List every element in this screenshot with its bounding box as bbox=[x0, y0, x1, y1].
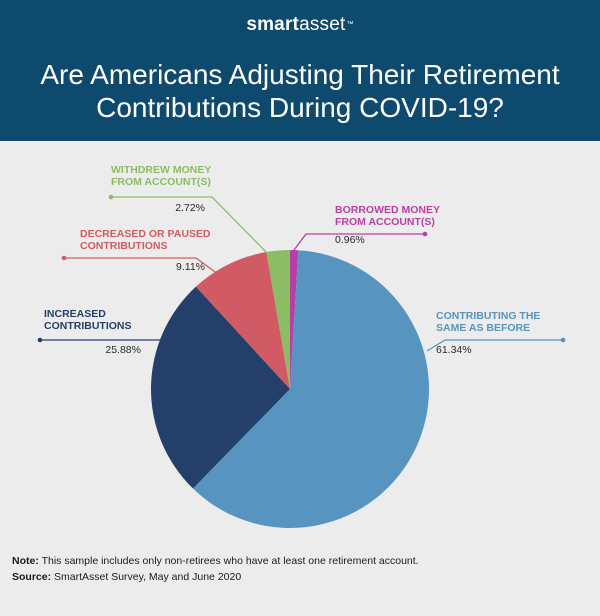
brand-logo-trademark: ™ bbox=[346, 21, 354, 28]
value-label-decreased: 9.11% bbox=[176, 261, 205, 273]
pie-slice-borrowed bbox=[290, 250, 299, 389]
label-same-line-1: CONTRIBUTING THE bbox=[436, 310, 540, 322]
leader-dot-borrowed bbox=[422, 231, 428, 237]
title-line-2: Contributions During COVID-19? bbox=[96, 92, 504, 123]
pie-slice-increased bbox=[151, 286, 290, 489]
leader-dot-withdrew bbox=[108, 194, 114, 200]
value-label-same: 61.34% bbox=[436, 344, 472, 356]
note-text: This sample includes only non-retirees w… bbox=[38, 555, 419, 567]
pie-slice-withdrew bbox=[266, 250, 290, 389]
leader-dot-decreased bbox=[61, 255, 67, 261]
leader-line-same bbox=[426, 339, 563, 352]
label-borrowed-line-2: FROM ACCOUNT(S) bbox=[335, 216, 435, 228]
value-label-withdrew: 2.72% bbox=[175, 202, 205, 214]
header-banner: smartasset™ Are Americans Adjusting Thei… bbox=[0, 0, 600, 141]
leader-line-increased bbox=[40, 339, 188, 347]
label-withdrew-line-1: WITHDREW MONEY bbox=[111, 164, 211, 176]
brand-logo-light: asset bbox=[299, 14, 346, 35]
title-line-1: Are Americans Adjusting Their Retirement bbox=[40, 59, 560, 90]
brand-logo-bold: smart bbox=[246, 14, 300, 35]
leader-line-withdrew bbox=[111, 196, 270, 256]
label-withdrew-line-2: FROM ACCOUNT(S) bbox=[111, 176, 211, 188]
pie-slice-same bbox=[192, 250, 429, 528]
label-decreased-line-1: DECREASED OR PAUSED bbox=[80, 228, 211, 240]
label-same-line-2: SAME AS BEFORE bbox=[436, 322, 530, 334]
leader-dot-increased bbox=[37, 337, 43, 343]
leader-line-borrowed bbox=[290, 233, 425, 255]
value-label-borrowed: 0.96% bbox=[335, 234, 365, 246]
label-borrowed-line-1: BORROWED MONEY bbox=[335, 204, 440, 216]
footer-notes: Note: This sample includes only non-reti… bbox=[12, 553, 592, 585]
label-increased-line-1: INCREASED bbox=[44, 308, 106, 320]
note-line: Note: This sample includes only non-reti… bbox=[12, 553, 592, 569]
chart-area: BORROWED MONEY FROM ACCOUNT(S) 0.96% CONTRI… bbox=[0, 141, 600, 616]
leader-dot-same bbox=[560, 337, 566, 343]
label-decreased-line-2: CONTRIBUTIONS bbox=[80, 240, 168, 252]
label-increased-line-2: CONTRIBUTIONS bbox=[44, 320, 132, 332]
page-title: Are Americans Adjusting Their Retirement… bbox=[0, 58, 600, 124]
leader-line-decreased bbox=[64, 257, 223, 278]
brand-logo: smartasset™ bbox=[0, 14, 600, 36]
source-label: Source: bbox=[12, 571, 52, 583]
value-label-increased: 25.88% bbox=[105, 344, 141, 356]
note-label: Note: bbox=[12, 555, 39, 567]
pie-slice-decreased bbox=[195, 252, 290, 389]
source-text: SmartAsset Survey, May and June 2020 bbox=[51, 571, 242, 583]
source-line: Source: SmartAsset Survey, May and June … bbox=[12, 569, 592, 585]
